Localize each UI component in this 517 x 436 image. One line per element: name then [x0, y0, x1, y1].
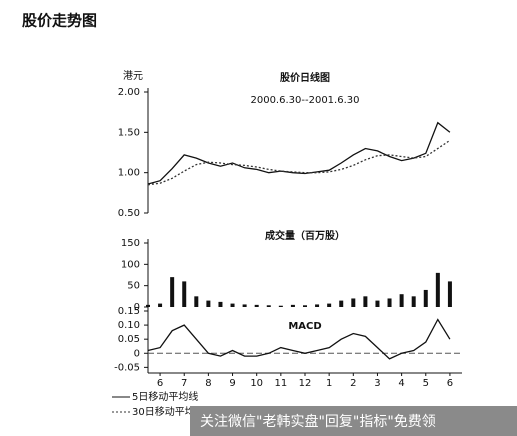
x-tick-label: 5 [423, 378, 429, 389]
bar [351, 298, 356, 307]
watermark: 关注微信"老韩实盘"回复"指标"免费领 [200, 413, 436, 430]
heading: 股价走势图 [22, 12, 97, 30]
y-label: 港元 [123, 70, 143, 82]
bar [206, 300, 211, 307]
series-line [147, 121, 451, 185]
x-tick-label: 9 [229, 378, 235, 389]
x-tick-label: 1 [326, 378, 332, 389]
bar [266, 305, 271, 307]
y-tick-label: 0.10 [118, 320, 140, 331]
y-tick-label: -0.05 [114, 362, 140, 373]
bar [363, 296, 368, 307]
bar [315, 304, 320, 307]
bar [423, 289, 428, 307]
bar [435, 272, 440, 307]
y-tick-label: 0.05 [118, 334, 140, 345]
chart-title: 股价日线图 [280, 71, 330, 84]
bar [411, 296, 416, 307]
y-tick-label: 1.50 [118, 127, 140, 138]
x-tick-label: 7 [181, 378, 187, 389]
bar [182, 281, 187, 307]
y-tick-label: 0.15 [118, 306, 140, 317]
watermark-band [190, 406, 517, 436]
bar [399, 294, 404, 307]
bar [194, 296, 199, 307]
x-tick-label: 6 [157, 378, 163, 389]
y-tick-label: 50 [127, 281, 140, 292]
bar [327, 303, 332, 307]
bar [303, 305, 307, 307]
x-tick-label: 6 [447, 378, 453, 389]
bar [290, 304, 295, 307]
y-tick-label: 0.50 [118, 208, 140, 219]
y-tick-label: 150 [121, 238, 140, 249]
y-tick-label: 100 [121, 259, 140, 270]
x-tick-label: 3 [374, 378, 380, 389]
legend-label: 30日移动平均线 [132, 405, 205, 418]
chart-title: MACD [288, 321, 321, 332]
y-tick-label: 1.00 [118, 168, 140, 179]
bar [278, 305, 283, 307]
bar [375, 300, 380, 307]
chart-title: 成交量（百万股） [265, 229, 345, 242]
y-tick-label: 2.00 [118, 87, 140, 98]
bar [339, 300, 344, 307]
x-tick-label: 2 [350, 378, 356, 389]
bar [387, 298, 392, 307]
series-line [147, 139, 451, 186]
bar [447, 281, 452, 307]
chart-subtitle: 2000.6.30--2001.6.30 [250, 95, 359, 106]
y-tick-label: 0 [134, 302, 140, 313]
bar [230, 303, 235, 307]
bar [170, 277, 175, 307]
x-tick-label: 10 [250, 378, 263, 389]
legend-label: 5日移动平均线 [132, 390, 198, 403]
bar [242, 304, 247, 307]
x-tick-label: 12 [299, 378, 312, 389]
x-tick-label: 8 [205, 378, 211, 389]
bar [158, 303, 163, 307]
series-line [147, 318, 451, 360]
bar [218, 301, 223, 307]
x-tick-label: 4 [398, 378, 404, 389]
x-tick-label: 11 [274, 378, 287, 389]
bar [254, 304, 259, 307]
bar [146, 304, 150, 307]
y-tick-label: 0 [134, 348, 140, 359]
